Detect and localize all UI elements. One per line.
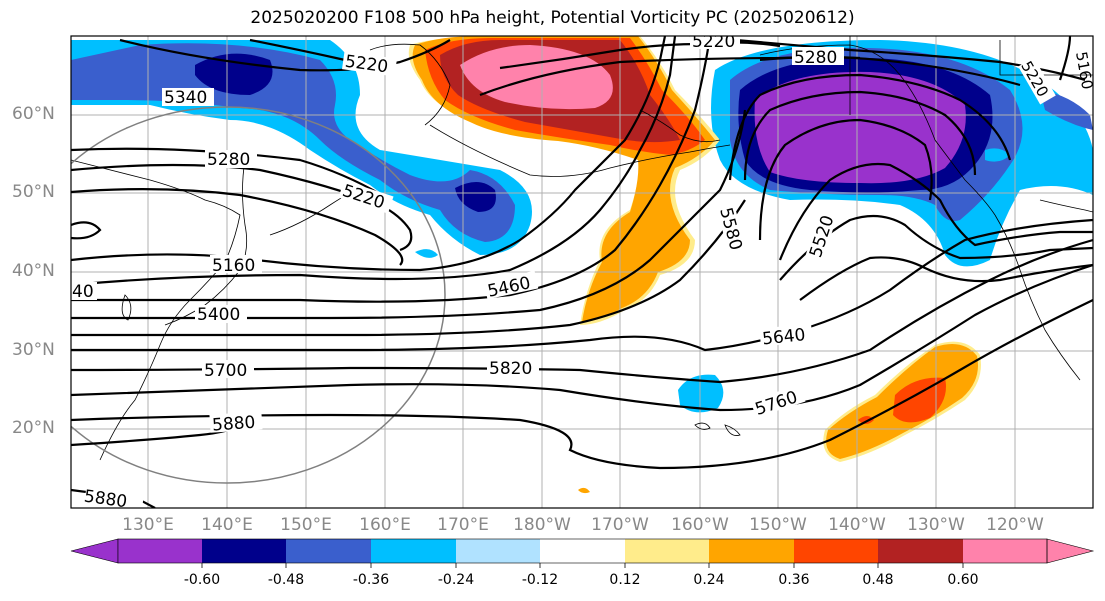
colorbar-tick-label: -0.12 [521, 572, 559, 588]
contour-label: 5400 [197, 305, 240, 325]
colorbar-bin [709, 539, 794, 563]
colorbar-bin [540, 539, 625, 563]
colorbar-tick-label: 0.60 [947, 572, 979, 588]
colorbar-bin [118, 539, 202, 563]
contour-label: 5220 [692, 32, 735, 52]
contour-label: 5640 [761, 325, 806, 349]
lon-label: 140°E [201, 515, 253, 535]
colorbar-tick-label: 0.48 [862, 572, 894, 588]
colorbar-bin [371, 539, 456, 563]
lon-label: 170°E [437, 515, 489, 535]
colorbar-tick-label: -0.24 [437, 572, 475, 588]
colorbar-bin [963, 539, 1047, 563]
contour-label: 40 [72, 282, 94, 302]
contour-label: 5880 [83, 486, 129, 512]
contour-label: 5700 [204, 361, 247, 381]
map-title: 2025020200 F108 500 hPa height, Potentia… [250, 8, 855, 28]
lon-label: 150°W [749, 515, 807, 535]
colorbar-tick-label: 0.24 [693, 572, 725, 588]
lon-label: 120°W [986, 515, 1044, 535]
pv-negative-hawaii [678, 374, 724, 413]
colorbar-tick-label: -0.48 [267, 572, 305, 588]
colorbar-extend-low [70, 538, 119, 564]
lon-label: 160°E [359, 515, 411, 535]
reference-circle [71, 106, 446, 484]
contour-label: 5340 [164, 88, 207, 108]
lon-label: 150°E [280, 515, 332, 535]
lat-label: 50°N [12, 182, 55, 202]
lon-label: 180°W [513, 515, 571, 535]
colorbar [70, 538, 1095, 568]
colorbar-bin [202, 539, 286, 563]
lat-label: 30°N [12, 340, 55, 360]
contour-label: 5160 [1072, 50, 1096, 91]
contour-label: 5280 [207, 150, 250, 170]
map-frame [70, 35, 1094, 509]
colorbar-bin [286, 539, 371, 563]
colorbar-tick-label: -0.36 [352, 572, 390, 588]
contour-label: 5280 [794, 48, 837, 68]
colorbar-tick-label: 0.36 [778, 572, 810, 588]
contour-label: 5160 [212, 256, 255, 276]
colorbar-frame [117, 538, 1048, 564]
lat-label: 40°N [12, 261, 55, 281]
contour-label: 5880 [212, 413, 257, 436]
lat-label: 20°N [12, 418, 55, 438]
colorbar-bin [878, 539, 963, 563]
lat-label: 60°N [12, 104, 55, 124]
colorbar-bin [794, 539, 878, 563]
lon-label: 140°W [828, 515, 886, 535]
lon-label: 170°W [591, 515, 649, 535]
contour-label: 5820 [489, 359, 532, 379]
contour-labels: 5220 5220 5280 5340 5280 5220 5160 5400 … [71, 32, 1096, 512]
colorbar-tick-label: -0.60 [183, 572, 221, 588]
colorbar-bin [456, 539, 540, 563]
lon-label: 130°E [122, 515, 174, 535]
lon-label: 130°W [907, 515, 965, 535]
colorbar-tick-label: 0.12 [609, 572, 641, 588]
colorbar-bin [625, 539, 709, 563]
colorbar-extend-high [1046, 538, 1095, 564]
lon-label: 160°W [671, 515, 729, 535]
pv-negative-east [711, 40, 1093, 267]
graticule [71, 36, 1093, 508]
